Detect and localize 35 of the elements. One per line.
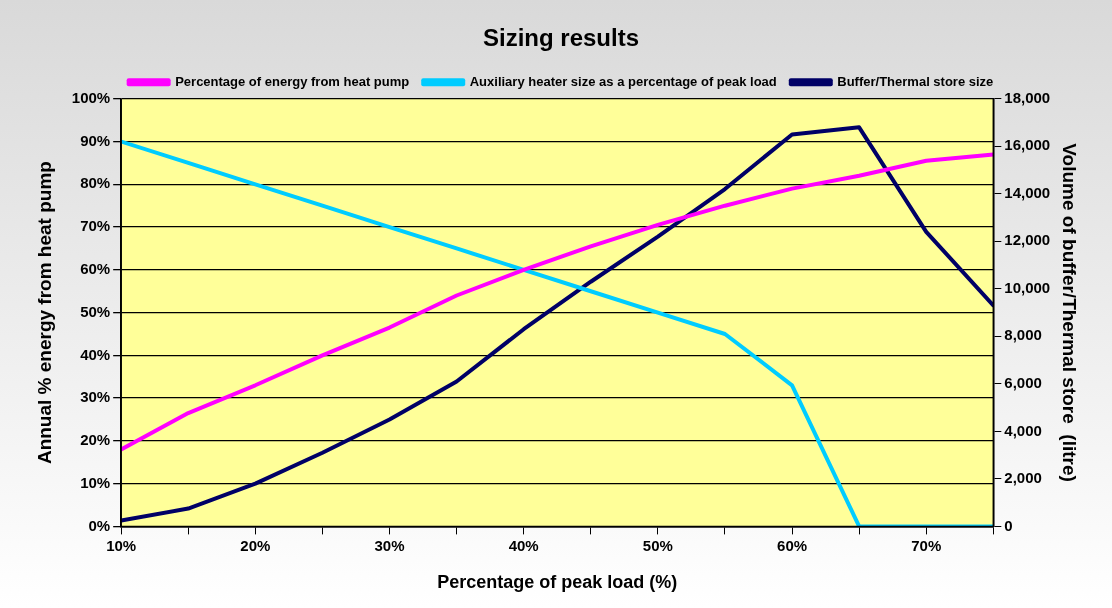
y-tick-label: 0% [88,516,111,534]
y2-tick-label: 8,000 [1004,326,1042,344]
x-tick-label: 10% [106,536,137,554]
y2-tick-label: 18,000 [1004,88,1051,106]
x-tick-label: 30% [374,536,405,554]
y2-tick-label: 2,000 [1004,469,1042,487]
y2-tick-label: 12,000 [1004,231,1051,249]
x-tick-label: 70% [911,536,942,554]
y-tick-label: 40% [80,345,111,363]
x-tick-label: 50% [642,536,673,554]
y-tick-label: 60% [80,259,111,277]
legend-label: Auxiliary heater size as a percentage of peak load [469,73,777,89]
y-tick-label: 80% [80,174,111,192]
y-tick-label: 50% [80,302,111,320]
x-tick-label: 60% [777,536,808,554]
x-tick-label: 40% [508,536,539,554]
x-axis-title: Percentage of peak load (%) [437,572,678,593]
y-tick-label: 30% [80,388,111,406]
y2-tick-label: 6,000 [1004,374,1042,392]
y2-tick-label: 10,000 [1004,278,1051,296]
y-tick-label: 90% [80,131,111,149]
y2-axis-title: Volume of buffer/Thermal store (litre) [1059,143,1081,482]
y-tick-label: 70% [80,217,111,235]
y2-tick-label: 4,000 [1004,421,1042,439]
legend-label: Percentage of energy from heat pump [175,73,410,89]
x-tick-label: 20% [240,536,271,554]
y2-tick-label: 14,000 [1004,183,1051,201]
y2-tick-label: 16,000 [1004,136,1051,154]
y-tick-label: 20% [80,431,111,449]
y-tick-label: 10% [80,473,111,491]
legend-label: Buffer/Thermal store size [837,73,994,89]
chart-title: Sizing results [482,24,640,52]
y-tick-label: 100% [71,88,111,106]
y-axis-title: Annual % energy from heat pump [33,161,55,465]
y2-tick-label: 0 [1004,516,1013,534]
